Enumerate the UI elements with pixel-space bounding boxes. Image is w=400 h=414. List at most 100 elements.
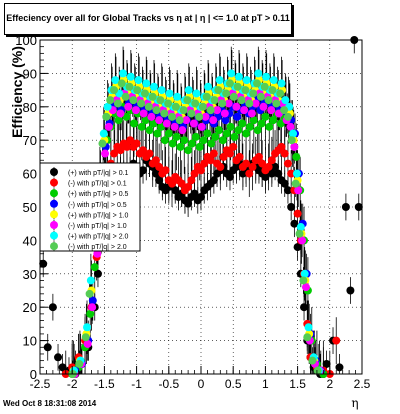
y-tick-label: 0 xyxy=(30,367,37,382)
data-point xyxy=(58,363,67,372)
data-point xyxy=(140,89,149,98)
data-point xyxy=(303,333,312,342)
data-point xyxy=(224,99,233,108)
data-point xyxy=(219,152,228,161)
data-point xyxy=(213,106,222,115)
x-tick-label: 1.5 xyxy=(289,377,306,391)
data-point xyxy=(220,109,229,118)
legend-items: (+) with pT/|q| > 0.1 (-) with pT/|q| > 0… xyxy=(50,167,129,252)
data-point xyxy=(93,249,102,258)
data-point xyxy=(54,353,63,362)
data-point xyxy=(280,179,289,188)
data-point xyxy=(151,156,160,165)
legend-marker xyxy=(50,168,58,176)
data-point xyxy=(39,259,48,268)
legend-label: (+) with pT/|q| > 2.0 xyxy=(68,234,129,241)
data-point xyxy=(227,69,236,78)
data-point xyxy=(130,119,139,128)
legend-marker xyxy=(50,242,58,251)
data-point xyxy=(216,162,225,171)
data-point xyxy=(267,106,276,115)
data-point xyxy=(292,152,301,161)
data-point xyxy=(110,149,119,158)
data-point xyxy=(201,112,210,121)
y-tick-label: 20 xyxy=(23,300,37,315)
data-point xyxy=(248,162,257,171)
y-tick-label: 60 xyxy=(23,167,37,182)
y-tick-label: 10 xyxy=(23,334,37,349)
data-point xyxy=(295,229,304,238)
data-point xyxy=(218,99,227,108)
data-point xyxy=(177,179,186,188)
data-point xyxy=(164,99,173,108)
data-point xyxy=(262,72,271,81)
data-point xyxy=(290,219,299,228)
x-tick-label: 1 xyxy=(262,377,269,391)
data-point xyxy=(116,109,125,118)
data-point xyxy=(151,169,160,178)
data-point xyxy=(98,139,107,148)
data-point xyxy=(271,162,280,171)
data-point xyxy=(226,122,235,131)
data-point xyxy=(280,149,289,158)
data-point xyxy=(160,109,169,118)
data-point xyxy=(164,129,173,138)
legend-entry: (+) with pT/|q| > 0.5 xyxy=(50,188,129,199)
data-point xyxy=(258,159,267,168)
legend-marker xyxy=(50,231,58,240)
data-point xyxy=(132,139,141,148)
data-point xyxy=(155,176,164,185)
x-tick-label: -0.5 xyxy=(158,377,179,391)
x-tick-label: -1 xyxy=(131,377,142,391)
data-point xyxy=(126,72,135,81)
data-point xyxy=(117,79,126,88)
data-point xyxy=(197,122,206,131)
legend-entry: (-) with pT/|q| > 0.1 xyxy=(50,177,127,188)
data-point xyxy=(114,116,123,125)
data-point xyxy=(222,129,231,138)
data-point xyxy=(308,356,317,365)
data-point xyxy=(178,126,187,135)
data-point xyxy=(165,89,174,98)
legend-marker xyxy=(50,221,58,229)
data-point xyxy=(283,186,292,195)
data-point xyxy=(242,76,251,85)
data-point xyxy=(148,92,157,101)
timestamp-footer: Wed Oct 8 18:31:08 2014 xyxy=(3,399,97,408)
data-point xyxy=(176,142,185,151)
data-point xyxy=(81,333,90,342)
data-point xyxy=(131,106,140,115)
data-point xyxy=(287,136,296,145)
data-point xyxy=(139,166,148,175)
data-point xyxy=(313,366,322,375)
data-point xyxy=(215,76,224,85)
data-point xyxy=(48,303,57,312)
data-point xyxy=(332,336,341,345)
legend-label: (-) with pT/|q| > 1.0 xyxy=(68,223,127,230)
data-point xyxy=(261,172,270,181)
data-point xyxy=(171,102,180,111)
x-tick-label: 2.5 xyxy=(354,377,371,391)
x-tick-label: -2 xyxy=(67,377,78,391)
x-tick-labels: -2.5 -2 -1.5 -1 -0.5 0 0.5 1 1.5 2 2.5 xyxy=(30,377,371,391)
data-point xyxy=(99,129,108,138)
title-box: Effeciency over all for Global Tracks vs… xyxy=(4,3,292,35)
data-point xyxy=(171,186,180,195)
data-point xyxy=(90,263,99,272)
data-point xyxy=(335,363,344,372)
data-point xyxy=(168,179,177,188)
data-point xyxy=(209,176,218,185)
data-point xyxy=(187,109,196,118)
legend-entry: (-) with pT/|q| > 1.0 xyxy=(50,220,127,230)
x-tick-label: 0.5 xyxy=(225,377,242,391)
data-point xyxy=(254,152,263,161)
data-point xyxy=(191,99,200,108)
data-point xyxy=(75,359,84,368)
data-point xyxy=(264,162,273,171)
data-point xyxy=(229,142,238,151)
data-point xyxy=(204,82,213,91)
data-point xyxy=(218,136,227,145)
data-point xyxy=(230,132,239,141)
x-tick-label: 2 xyxy=(326,377,333,391)
data-point xyxy=(101,149,110,158)
